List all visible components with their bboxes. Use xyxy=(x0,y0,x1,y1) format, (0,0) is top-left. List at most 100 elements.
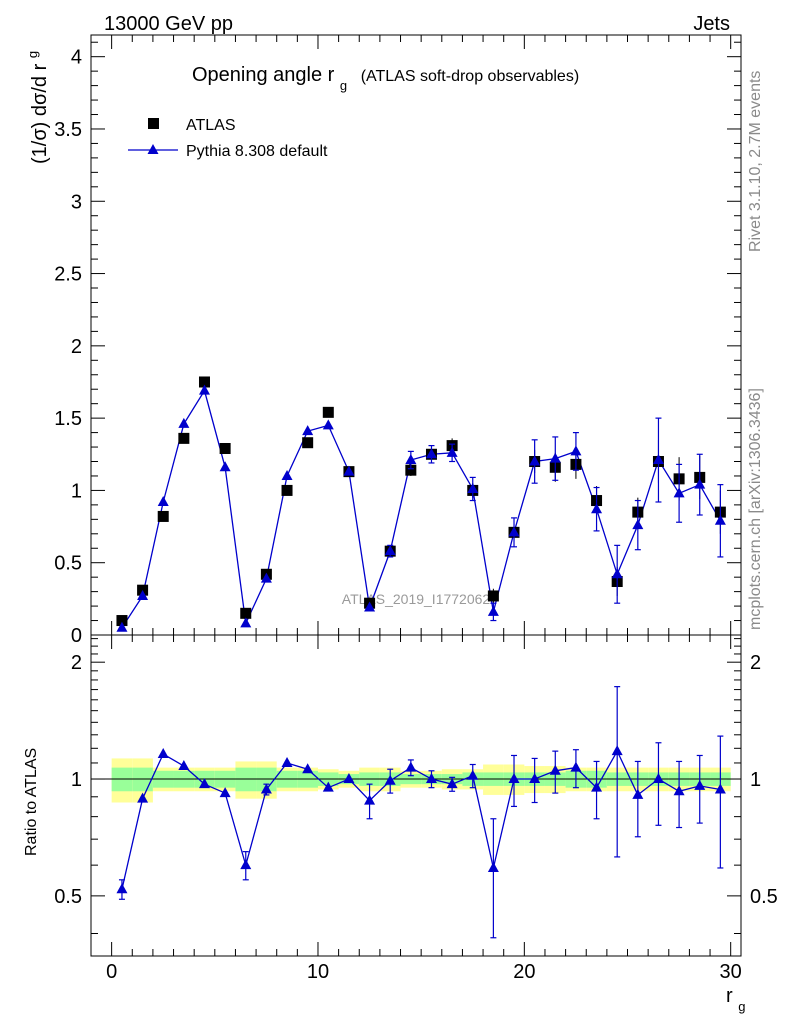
ratio-point xyxy=(673,785,685,796)
main-title: Opening angle r g (ATLAS soft-drop obser… xyxy=(192,64,579,95)
main-y-tick-label: 3 xyxy=(71,191,82,213)
ratio-frame xyxy=(90,634,742,957)
mc-point xyxy=(508,526,520,537)
x-tick-label: 0 xyxy=(106,961,117,983)
watermark: ATLAS_2019_I1772062 xyxy=(342,591,491,607)
mc-point xyxy=(302,425,314,436)
main-y-tick-label: 2.5 xyxy=(54,264,82,286)
main-y-tick-label: 0.5 xyxy=(54,553,82,575)
ratio-point xyxy=(116,883,128,894)
mc-point xyxy=(570,445,582,456)
ratio-point xyxy=(343,773,355,784)
ratio-point xyxy=(508,773,520,784)
rivet-label: Rivet 3.1.10, 2.7M events xyxy=(747,71,764,252)
mc-point xyxy=(116,621,128,632)
mc-point xyxy=(529,455,541,466)
ratio-point xyxy=(467,769,479,780)
ratio-point xyxy=(302,763,314,774)
axes: 0 10 20 30 0 0.5 1 1.5 2 2.5 3 3.5 4 0.5 0.5 1 1 2 2 xyxy=(54,34,778,983)
ratio-point xyxy=(137,792,149,803)
main-ylabel-subscript: g xyxy=(25,51,40,58)
ratio-point xyxy=(570,761,582,772)
ratio-point xyxy=(714,783,726,794)
mc-point xyxy=(260,572,272,583)
mc-point xyxy=(322,419,334,430)
ratio-point xyxy=(694,779,706,790)
ratio-point xyxy=(487,861,499,872)
legend-atlas-marker xyxy=(148,118,159,129)
ratio-point xyxy=(364,794,376,805)
mc-point xyxy=(611,568,623,579)
ratio-point xyxy=(178,760,190,771)
mc-point xyxy=(384,545,396,556)
mc-point xyxy=(137,589,149,600)
mc-point xyxy=(157,495,169,506)
mc-point xyxy=(714,514,726,525)
legend-mc-marker xyxy=(147,144,159,154)
mc-point xyxy=(198,384,210,395)
main-y-tick-label: 2 xyxy=(71,336,82,358)
mc-point xyxy=(405,454,417,465)
mc-series-line xyxy=(121,389,721,629)
x-tick-label: 10 xyxy=(307,961,329,983)
atlas-point xyxy=(302,437,314,449)
mc-point xyxy=(549,452,561,463)
mc-point xyxy=(487,605,499,616)
ratio-plot-marks xyxy=(91,686,741,939)
mc-point xyxy=(178,417,190,428)
atlas-point xyxy=(240,607,252,619)
mc-point xyxy=(219,461,231,472)
atlas-point xyxy=(219,442,231,454)
header-left: 13000 GeV pp xyxy=(104,13,233,35)
legend: ATLAS Pythia 8.308 default xyxy=(128,117,328,160)
atlas-point xyxy=(405,464,417,476)
ratio-point xyxy=(652,773,664,784)
atlas-point xyxy=(281,484,293,496)
atlas-point xyxy=(322,406,334,418)
ratio-ylabel: Ratio to ATLAS xyxy=(23,748,40,856)
mc-point xyxy=(673,487,685,498)
main-ylabel-text: (1/σ) dσ/d r xyxy=(29,63,51,164)
mc-point xyxy=(446,446,458,457)
mc-point xyxy=(694,478,706,489)
main-y-tick-label: 3.5 xyxy=(54,119,82,141)
ratio-point xyxy=(384,774,396,785)
ratio-point xyxy=(549,764,561,775)
ratio-point xyxy=(322,781,334,792)
ratio-y-tick-label-right: 0.5 xyxy=(750,886,778,908)
mc-point xyxy=(652,454,664,465)
atlas-point xyxy=(198,376,210,388)
main-y-tick-label: 0 xyxy=(71,625,82,647)
main-y-tick-label: 4 xyxy=(71,47,82,69)
mc-point xyxy=(632,519,644,530)
mc-point xyxy=(467,482,479,493)
mc-point xyxy=(281,469,293,480)
legend-mc-label: Pythia 8.308 default xyxy=(186,143,328,160)
ratio-y-tick-label-right: 1 xyxy=(750,769,761,791)
main-title-subscript: g xyxy=(340,78,347,93)
xlabel-text: r xyxy=(726,985,733,1007)
ratio-point xyxy=(611,745,623,756)
ratio-point xyxy=(405,761,417,772)
mc-point xyxy=(425,448,437,459)
atlas-point xyxy=(178,432,190,444)
legend-atlas-label: ATLAS xyxy=(186,117,236,134)
mc-point xyxy=(240,617,252,628)
ratio-y-tick-label: 1 xyxy=(71,769,82,791)
ratio-point xyxy=(219,787,231,798)
ratio-y-tick-label-right: 2 xyxy=(750,652,761,674)
atlas-point xyxy=(157,510,169,522)
main-y-tick-label: 1 xyxy=(71,480,82,502)
ratio-point xyxy=(157,748,169,759)
main-y-tick-label: 1.5 xyxy=(54,408,82,430)
ratio-point xyxy=(425,773,437,784)
mcplots-label: mcplots.cern.ch [arXiv:1306.3436] xyxy=(747,388,764,630)
xlabel-subscript: g xyxy=(738,999,745,1014)
mc-point xyxy=(364,601,376,612)
main-title-note: (ATLAS soft-drop observables) xyxy=(361,68,579,85)
ratio-point xyxy=(281,756,293,767)
ratio-point xyxy=(632,788,644,799)
ratio-point xyxy=(529,773,541,784)
ratio-y-tick-label: 2 xyxy=(71,652,82,674)
atlas-point xyxy=(116,615,128,627)
